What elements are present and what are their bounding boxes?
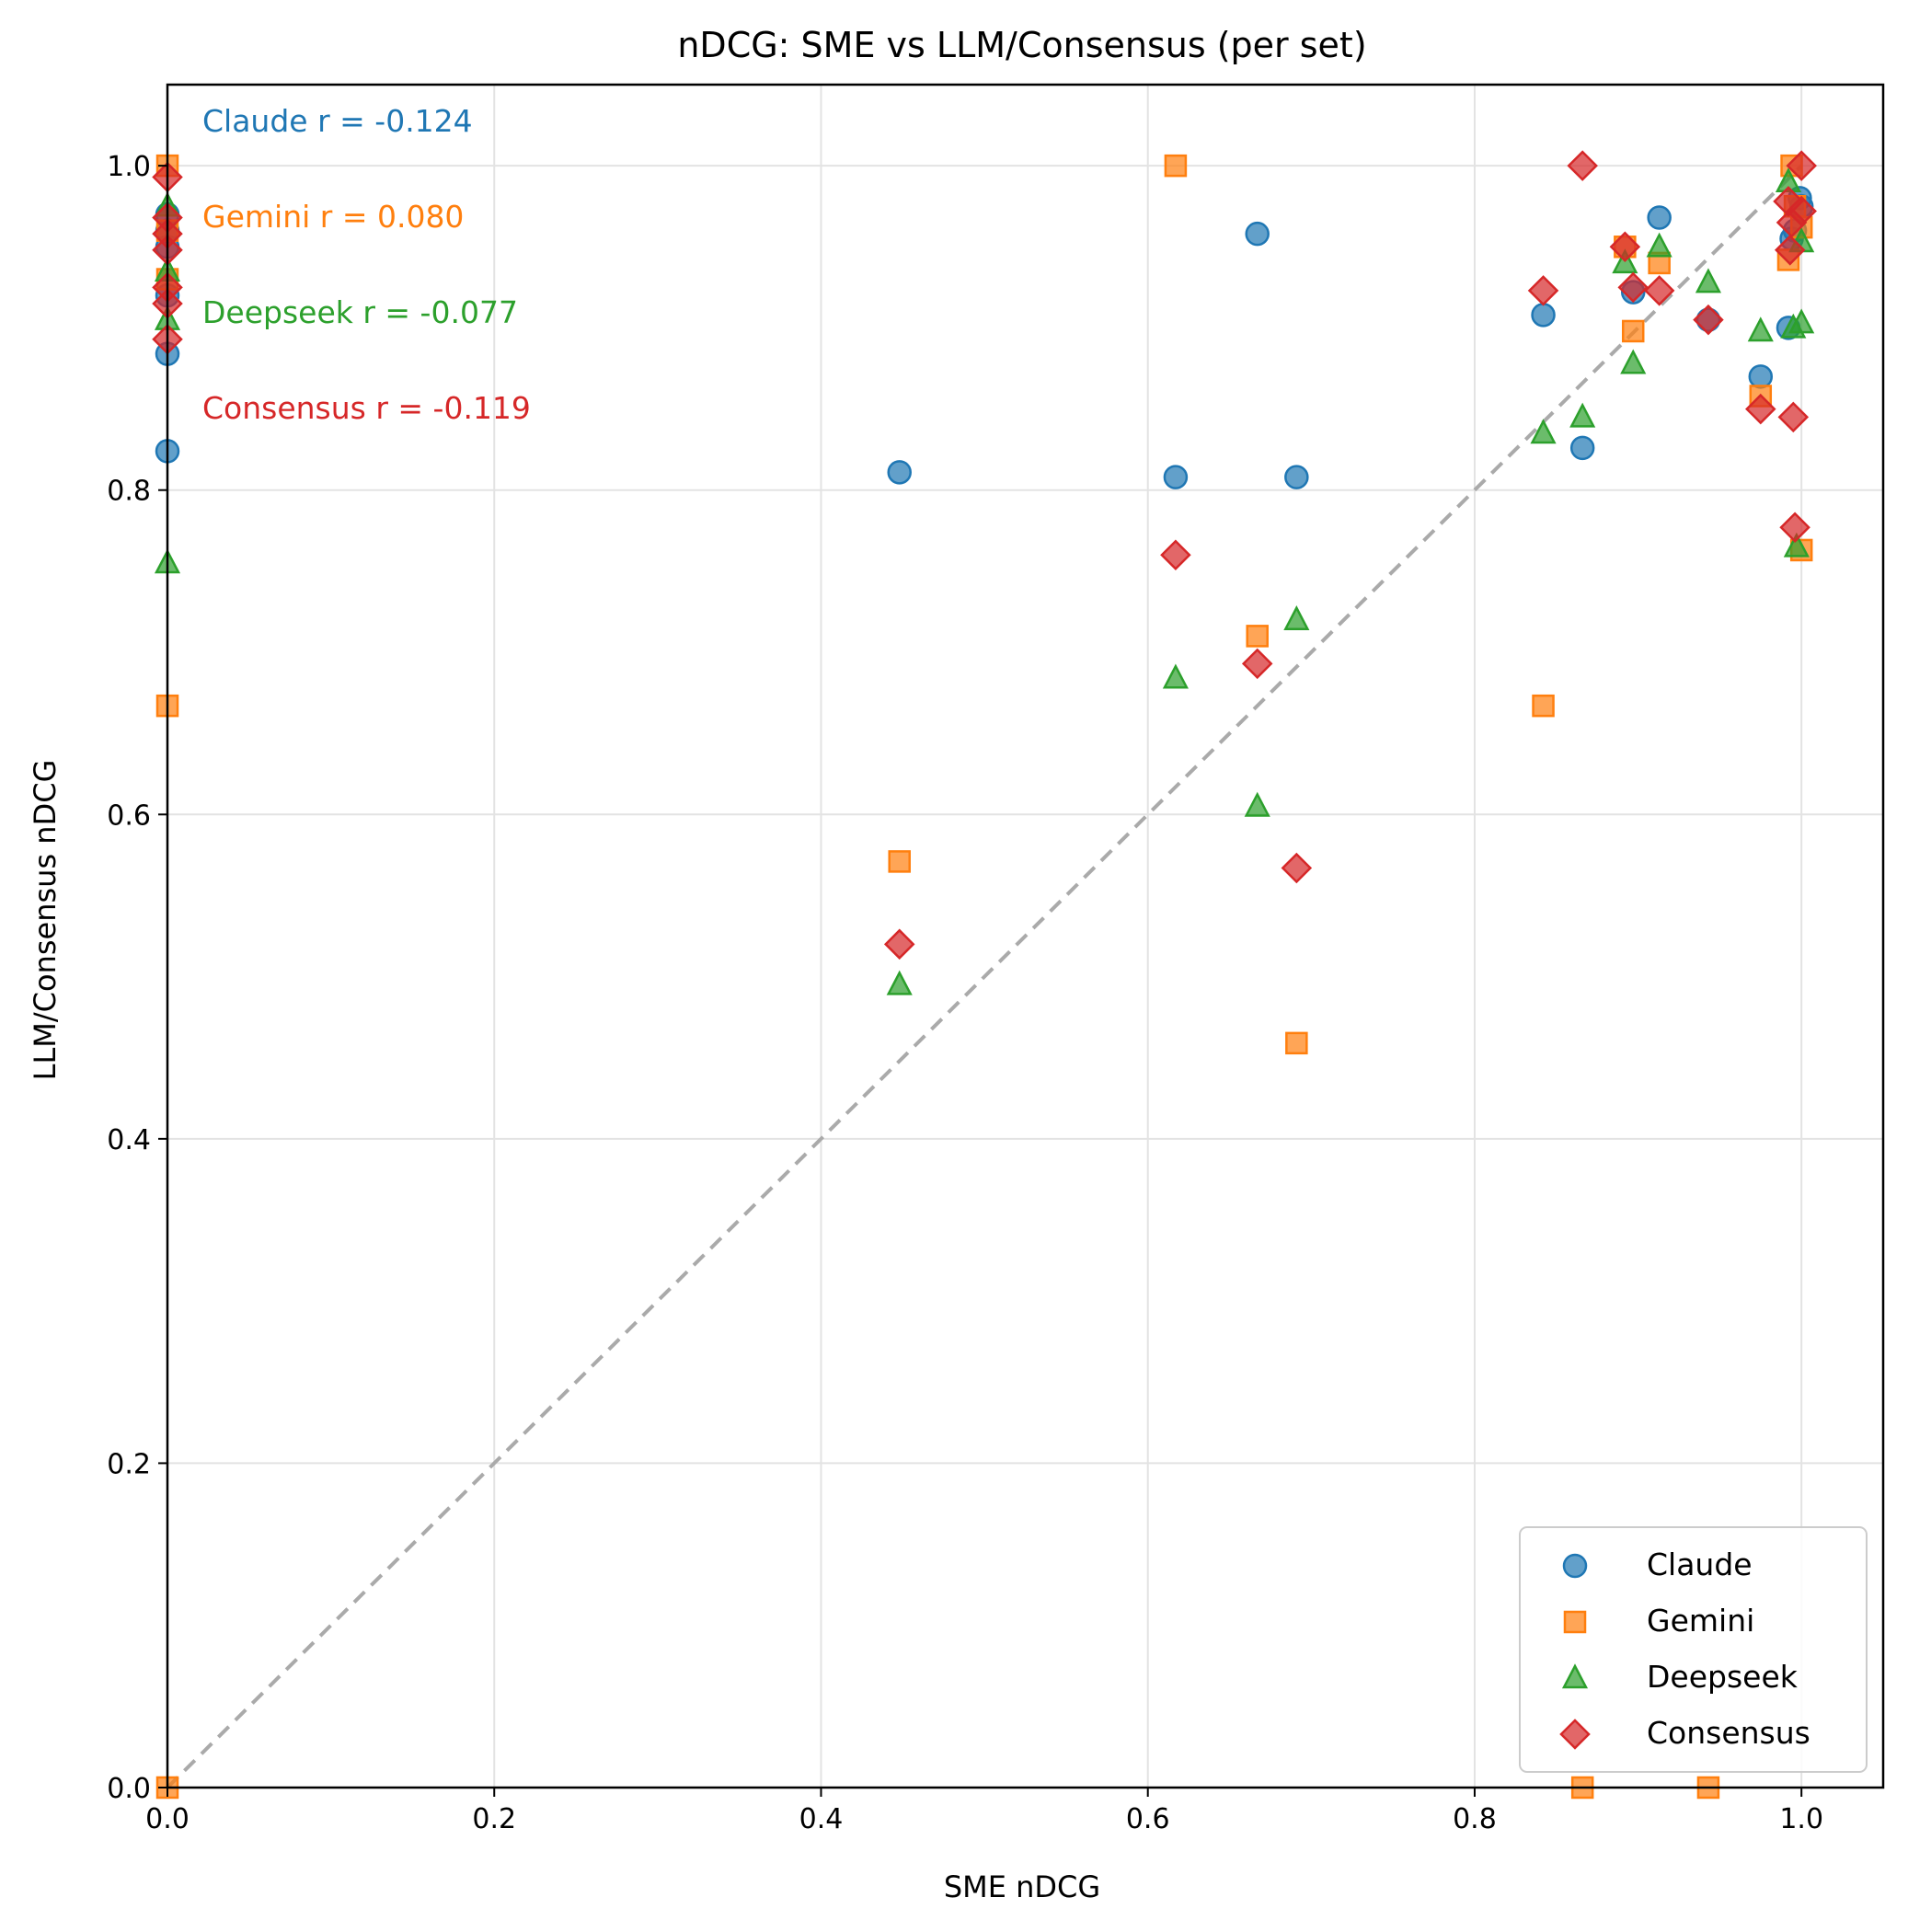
deepseek-point (1162, 663, 1189, 689)
claude-point (1748, 364, 1774, 389)
data-points (152, 150, 1817, 1800)
gemini-point (1285, 1031, 1308, 1055)
deepseek-point (1283, 605, 1310, 630)
chart-title: nDCG: SME vs LLM/Consensus (per set) (677, 25, 1366, 65)
consensus-point (1281, 852, 1313, 884)
legend-box (1519, 1526, 1868, 1773)
claude-point (1163, 465, 1189, 489)
deepseek-point (1747, 316, 1774, 342)
legend-label: Consensus (1647, 1715, 1810, 1751)
deepseek-point (1530, 419, 1557, 444)
consensus-point (1609, 231, 1641, 263)
consensus-point (1786, 150, 1817, 181)
consensus-point (1745, 393, 1776, 425)
claude-point (1531, 303, 1556, 328)
plot-frame (166, 83, 1885, 1789)
legend-marker-claude (1562, 1553, 1588, 1579)
x-tick-label: 0.2 (472, 1803, 516, 1835)
grid (167, 85, 1883, 1788)
gemini-point (1532, 694, 1555, 718)
x-tick-label: 0.4 (799, 1803, 844, 1835)
identity-reference-line (166, 164, 1803, 1789)
x-tick-label: 0.0 (145, 1803, 190, 1835)
correlation-annotations: Claude r = -0.124 Gemini r = 0.080 Deepsee… (202, 103, 531, 426)
y-tick-label: 0.0 (107, 1773, 151, 1805)
x-axis-label: SME nDCG (944, 1869, 1100, 1904)
legend-marker-deepseek (1561, 1663, 1589, 1689)
y-tick-label: 0.2 (107, 1448, 151, 1480)
y-tick-label: 0.4 (107, 1124, 151, 1156)
consensus-point (1643, 275, 1675, 306)
consensus-point (1160, 539, 1191, 570)
gemini-point (1164, 154, 1188, 178)
consensus-point (1527, 275, 1559, 306)
legend-marker-gemini (1563, 1610, 1587, 1634)
consensus-point (883, 928, 915, 960)
y-axis-label: LLM/Consensus nDCG (28, 760, 63, 1081)
x-tick-label: 0.6 (1126, 1803, 1170, 1835)
consensus-point (1779, 512, 1810, 544)
consensus-point (1241, 648, 1273, 680)
y-tick-label: 0.6 (107, 799, 151, 832)
claude-point (1245, 221, 1270, 247)
legend-marker-consensus (1559, 1719, 1591, 1750)
correlation-annotation: Gemini r = 0.080 (202, 199, 464, 235)
x-tick-label: 0.8 (1453, 1803, 1497, 1835)
correlation-annotation: Deepseek r = -0.077 (202, 294, 518, 330)
consensus-point (1777, 401, 1810, 433)
deepseek-point (1783, 532, 1810, 558)
deepseek-point (1695, 268, 1722, 293)
legend-label: Deepseek (1647, 1659, 1799, 1695)
deepseek-point (1244, 791, 1270, 817)
deepseek-point (886, 970, 913, 995)
deepseek-point (1620, 349, 1647, 374)
claude-point (887, 460, 912, 485)
y-tick-label: 0.8 (107, 476, 151, 508)
claude-point (1647, 205, 1672, 230)
correlation-annotation: Claude r = -0.124 (202, 103, 473, 139)
x-tick-label: 1.0 (1779, 1803, 1823, 1835)
consensus-point (1693, 304, 1724, 336)
deepseek-point (1569, 402, 1596, 428)
gemini-point (1621, 319, 1645, 343)
consensus-point (1617, 271, 1649, 304)
deepseek-point (1788, 308, 1815, 334)
legend-label: Claude (1647, 1547, 1753, 1582)
gemini-point (888, 850, 911, 873)
y-tick-label: 1.0 (107, 151, 151, 183)
correlation-annotation: Consensus r = -0.119 (202, 390, 531, 426)
claude-point (1569, 435, 1595, 461)
consensus-point (1786, 195, 1817, 227)
consensus-point (1567, 150, 1598, 181)
axis-ticks: 0.0 0.2 0.4 0.6 0.8 1.0 0.0 0.2 0.4 0.6 0.8 1.0 (107, 151, 1823, 1835)
deepseek-point (1646, 232, 1672, 258)
consensus-point (1774, 235, 1806, 266)
legend: Claude Gemini Deepseek Consensus (1519, 1526, 1868, 1773)
claude-point (1284, 465, 1309, 489)
gemini-point (1246, 625, 1269, 648)
legend-label: Gemini (1647, 1603, 1754, 1639)
